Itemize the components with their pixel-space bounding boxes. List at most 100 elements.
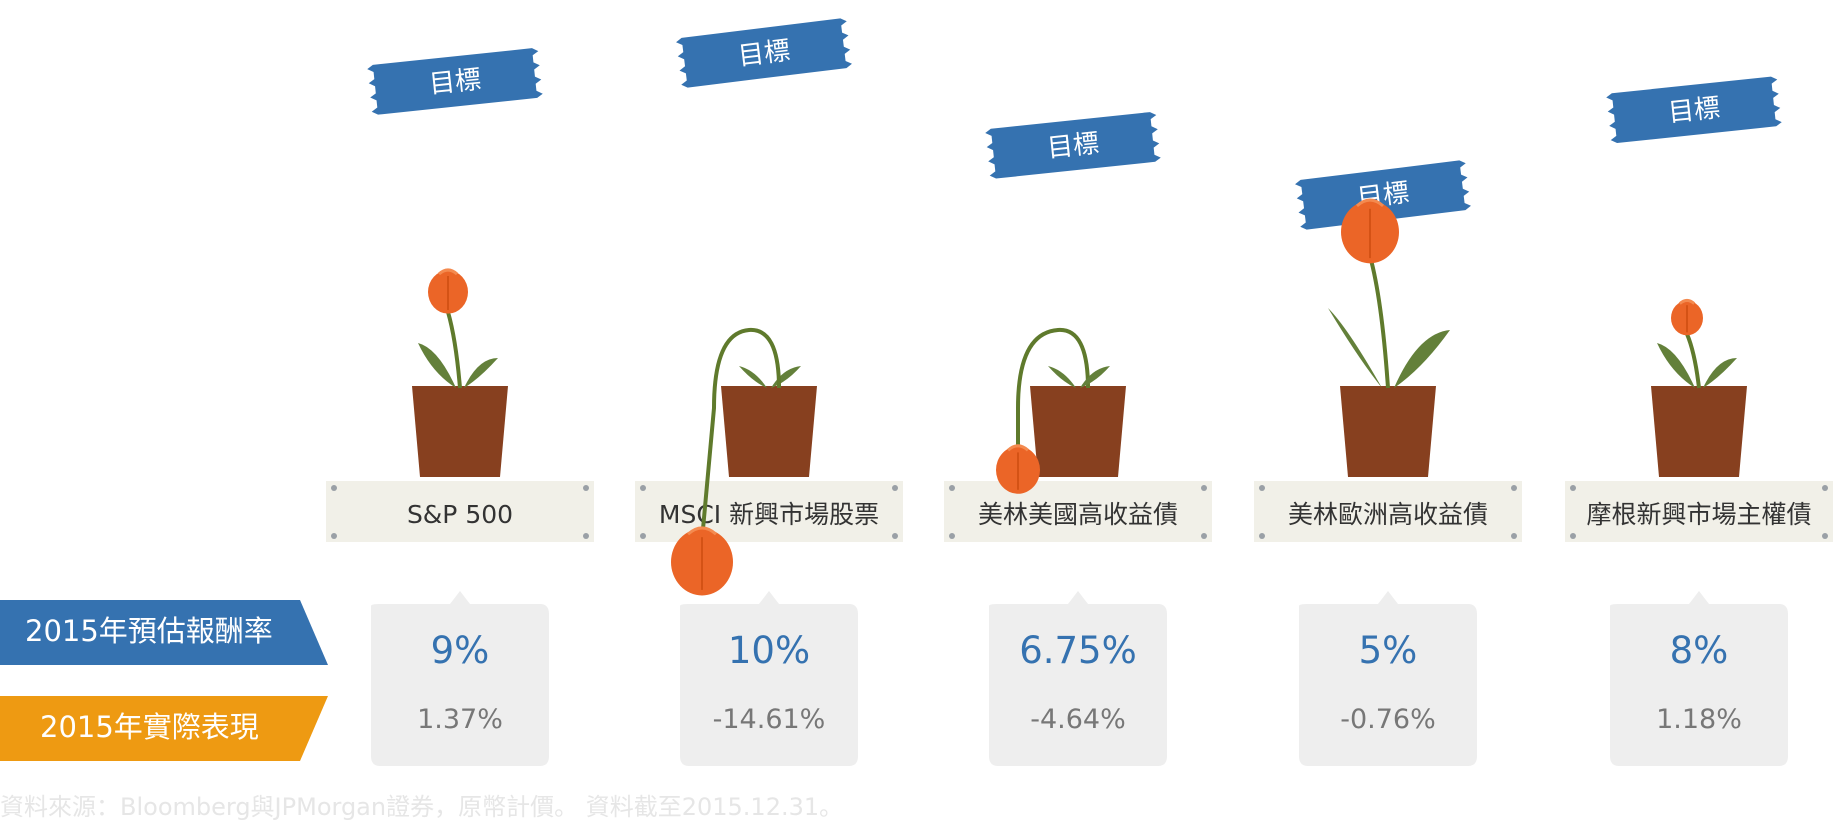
category-label-0: S&P 500	[407, 500, 513, 529]
plate-pin-1-0	[640, 485, 646, 491]
value-box-4: 8% 1.18%	[1610, 591, 1788, 766]
plate-pin-1-2	[640, 533, 646, 539]
plate-pin-4-2	[1570, 533, 1576, 539]
target-banner-0: 目標	[367, 48, 543, 115]
target-label-4: 目標	[1667, 93, 1722, 128]
category-label-3: 美林歐洲高收益債	[1288, 500, 1488, 529]
target-banner-bg-2	[985, 112, 1161, 179]
actual-value-1: -14.61%	[713, 704, 826, 735]
category-label-1: MSCI 新興市場股票	[659, 500, 879, 529]
legend-estimate-label: 2015年預估報酬率	[25, 614, 273, 648]
pot-0	[412, 386, 508, 477]
pot-2	[1030, 386, 1126, 477]
plate-pin-2-2	[949, 533, 955, 539]
target-banner-1: 目標	[676, 18, 852, 88]
target-label-2: 目標	[1046, 129, 1101, 164]
leaf-right-3	[1394, 330, 1450, 388]
category-label-2: 美林美國高收益債	[978, 500, 1178, 529]
target-banner-bg-3	[1295, 160, 1471, 230]
target-banner-2: 目標	[985, 112, 1161, 179]
pot-3	[1340, 386, 1436, 477]
plate-pin-4-1	[1822, 485, 1828, 491]
leaf-right-2	[1080, 366, 1110, 388]
actual-value-3: -0.76%	[1340, 704, 1436, 735]
value-box-1: 10% -14.61%	[680, 591, 858, 766]
stem-0	[446, 311, 462, 389]
flower-1	[671, 526, 733, 596]
plant-group-1: 目標 MSCI 新興市場股票 10% -14.61%	[635, 18, 903, 766]
value-box-bg-1	[680, 591, 858, 766]
category-plate-1: MSCI 新興市場股票	[635, 481, 903, 542]
pot-1	[721, 386, 817, 477]
target-banner-bg-0	[367, 48, 543, 115]
source-note: 資料來源：Bloomberg與JPMorgan證券，原幣計價。 資料截至2015…	[0, 793, 843, 821]
estimate-value-1: 10%	[728, 629, 810, 672]
target-label-0: 目標	[428, 65, 483, 100]
stem-4	[1685, 333, 1701, 389]
plate-pin-3-2	[1259, 533, 1265, 539]
value-box-bg-0	[371, 591, 549, 766]
plate-pin-2-1	[1201, 485, 1207, 491]
legend-actual-label: 2015年實際表現	[40, 710, 259, 744]
actual-value-0: 1.37%	[417, 704, 503, 735]
plate-pin-1-1	[892, 485, 898, 491]
estimate-value-0: 9%	[431, 629, 490, 672]
leaf-left-3	[1328, 308, 1382, 388]
leaf-right-4	[1703, 358, 1737, 388]
plate-pin-3-0	[1259, 485, 1265, 491]
leaf-right-0	[464, 358, 498, 388]
leaf-right-1	[771, 366, 801, 388]
leaf-left-1	[739, 366, 767, 388]
plate-pin-1-3	[892, 533, 898, 539]
estimate-value-3: 5%	[1359, 629, 1418, 672]
value-box-bg-4	[1610, 591, 1788, 766]
plate-pin-0-2	[331, 533, 337, 539]
value-box-2: 6.75% -4.64%	[989, 591, 1167, 766]
flower-4	[1671, 298, 1703, 336]
pot-4	[1651, 386, 1747, 477]
plate-pin-0-0	[331, 485, 337, 491]
leaf-left-0	[418, 343, 456, 388]
flower-petal-3	[1355, 198, 1385, 208]
value-box-bg-2	[989, 591, 1167, 766]
category-plate-bg-3	[1254, 481, 1522, 542]
plate-pin-2-3	[1201, 533, 1207, 539]
value-box-bg-3	[1299, 591, 1477, 766]
category-label-4: 摩根新興市場主權債	[1586, 500, 1811, 529]
leaf-left-2	[1048, 366, 1076, 388]
category-plate-bg-2	[944, 481, 1212, 542]
legend-actual-bg	[0, 696, 328, 761]
category-plate-bg-4	[1565, 481, 1833, 542]
flower-3	[1341, 198, 1399, 264]
actual-value-4: 1.18%	[1656, 704, 1742, 735]
plate-pin-0-3	[583, 533, 589, 539]
target-banner-bg-1	[676, 18, 852, 88]
category-plate-0: S&P 500	[326, 481, 594, 542]
category-plate-4: 摩根新興市場主權債	[1565, 481, 1833, 542]
actual-value-2: -4.64%	[1030, 704, 1126, 735]
value-box-3: 5% -0.76%	[1299, 591, 1477, 766]
stem-3	[1368, 255, 1390, 389]
target-banner-bg-4	[1606, 76, 1782, 144]
plate-pin-3-3	[1511, 533, 1517, 539]
plate-pin-2-0	[949, 485, 955, 491]
category-plate-bg-1	[635, 481, 903, 542]
plate-pin-4-0	[1570, 485, 1576, 491]
category-plate-3: 美林歐洲高收益債	[1254, 481, 1522, 542]
value-box-0: 9% 1.37%	[371, 591, 549, 766]
plant-group-0: 目標 S&P 500 9% 1.37%	[326, 48, 594, 766]
plate-pin-4-3	[1822, 533, 1828, 539]
estimate-value-2: 6.75%	[1019, 629, 1137, 672]
target-label-1: 目標	[736, 36, 791, 72]
stem-1	[700, 327, 781, 541]
estimate-value-4: 8%	[1670, 629, 1729, 672]
target-banner-4: 目標	[1606, 76, 1782, 144]
plate-pin-3-1	[1511, 485, 1517, 491]
flower-petal-1	[687, 526, 717, 536]
flower-petal-4	[1678, 298, 1696, 305]
plate-pin-0-1	[583, 485, 589, 491]
category-plate-2: 美林美國高收益債	[944, 481, 1212, 542]
